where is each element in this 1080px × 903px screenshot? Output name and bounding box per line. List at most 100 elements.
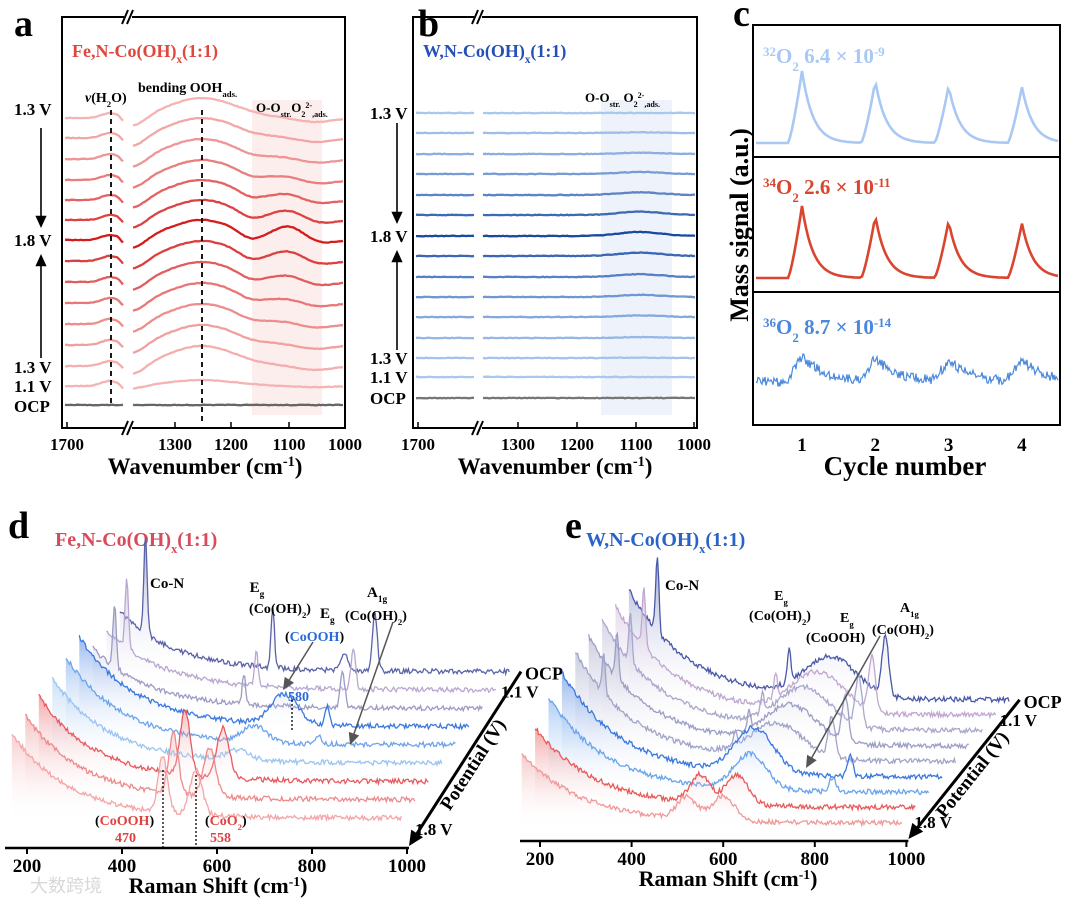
spectrum-trace xyxy=(132,158,344,189)
peak-annotation: 558 xyxy=(210,831,231,846)
raman-spectrum-trace xyxy=(65,658,456,750)
text-part: (1:1) xyxy=(182,41,218,62)
text-part: (1:1) xyxy=(530,41,566,62)
potential-label: 1.8 V xyxy=(14,231,52,250)
spectrum-trace xyxy=(132,260,344,291)
spectrum-trace xyxy=(132,137,344,168)
text-part: 2 xyxy=(301,110,305,119)
peak-annotation: (Co(OH)2) xyxy=(872,623,934,641)
potential-axis-arrow xyxy=(913,698,1021,832)
text-part: 2 xyxy=(238,822,242,832)
spectrum-trace xyxy=(416,234,475,238)
text-part: (H xyxy=(91,91,107,106)
peak-annotation: (Co(OH)2) xyxy=(249,602,311,620)
raman-spectrum-trace xyxy=(119,537,510,677)
potential-label: 1.8 V xyxy=(415,820,453,839)
peak-annotation: 470 xyxy=(115,831,136,846)
text-part: ) xyxy=(645,454,653,479)
spectrum-trace xyxy=(415,275,474,279)
text-part: 2 xyxy=(792,59,799,74)
text-part: ads. xyxy=(222,89,237,99)
text-part: ) xyxy=(929,623,934,638)
text-part: W,N-Co(OH) xyxy=(423,41,525,62)
panel-letter: d xyxy=(8,505,29,547)
potential-label: 1.1 V xyxy=(1000,711,1038,730)
spectrum-trace xyxy=(132,178,344,209)
spectrum-trace xyxy=(132,198,344,229)
peak-annotation: 580 xyxy=(288,690,309,705)
text-part: ,ads. xyxy=(312,110,328,119)
spectrum-trace xyxy=(64,359,124,369)
text-part: A xyxy=(900,601,911,616)
text-part: -1 xyxy=(289,874,301,889)
text-part: ( xyxy=(95,814,100,829)
text-part: (Co(OH) xyxy=(749,609,802,624)
spectrum-trace xyxy=(132,378,344,390)
band-annotation: bending OOHads. xyxy=(138,81,237,99)
spectrum-fill xyxy=(119,537,510,678)
text-part: ( xyxy=(285,630,290,645)
x-tick-label: 400 xyxy=(108,856,137,877)
raman-spectrum-trace xyxy=(106,578,496,694)
x-tick-label: 1 xyxy=(797,435,807,456)
text-part: (Co(OH) xyxy=(345,609,398,624)
x-tick-label: 4 xyxy=(1017,435,1027,456)
text-part: v xyxy=(85,91,92,106)
text-part: bending OOH xyxy=(138,81,223,96)
spectrum-trace xyxy=(415,396,474,400)
peak-annotation: Co-N xyxy=(150,576,184,592)
plot-frame xyxy=(61,16,346,429)
panel-a: a 1700 1300 1200 1100 1000 Wavenumber (cm-1) Fe… xyxy=(14,3,362,479)
spectrum-trace xyxy=(415,295,474,299)
axis-break-mark xyxy=(476,9,484,25)
potential-label: OCP xyxy=(14,397,50,416)
text-part: ) xyxy=(300,873,307,898)
series-label: 32O2 6.4 × 10-9 xyxy=(763,44,885,74)
axis-break-mark xyxy=(121,9,129,25)
spectrum-trace xyxy=(132,323,344,354)
x-tick-label: 1300 xyxy=(158,435,192,454)
sample-title: W,N-Co(OH)x(1:1) xyxy=(423,41,566,66)
band-annotation: O-Ostr. O22-,ads. xyxy=(585,90,660,109)
potential-label: 1.3 V xyxy=(370,104,408,123)
text-part: x xyxy=(176,54,182,66)
text-part: Wavenumber (cm xyxy=(108,454,283,479)
text-part: O) xyxy=(111,91,127,106)
x-tick-label: 600 xyxy=(203,856,232,877)
x-tick-label: 400 xyxy=(617,849,646,870)
spectrum-trace xyxy=(482,230,696,238)
x-tick-label: 1300 xyxy=(501,435,535,454)
band-annotation: O-Ostr.O22-,ads. xyxy=(256,100,328,119)
x-axis-title: Wavenumber (cm-1) xyxy=(108,454,303,479)
spectrum-trace xyxy=(415,131,475,135)
spectrum-trace xyxy=(415,336,474,340)
text-part: ) xyxy=(339,630,344,645)
spectrum-trace xyxy=(65,317,124,328)
text-part: (Co(OH) xyxy=(872,623,925,638)
text-part: ) xyxy=(295,454,303,479)
potential-label: 1.3 V xyxy=(14,100,52,119)
raman-spectrum-trace xyxy=(38,693,429,787)
peak-annotation: A1g xyxy=(367,585,387,605)
spectrum-trace xyxy=(416,375,474,379)
text-part: 2- xyxy=(638,91,645,100)
text-part: 2 xyxy=(792,190,799,205)
mass-signal-series xyxy=(756,205,1059,280)
text-part: 32 xyxy=(763,44,776,59)
panel-letter: e xyxy=(565,505,582,547)
axis-break-mark xyxy=(476,420,484,436)
panel-letter: a xyxy=(14,3,33,45)
potential-axis-arrow xyxy=(413,670,523,838)
x-tick-label: 1000 xyxy=(388,856,426,877)
text-part: -11 xyxy=(874,175,891,190)
watermark: 大数跨境 xyxy=(30,876,102,896)
axis-break-mark xyxy=(121,420,129,436)
text-part: x xyxy=(525,54,531,66)
text-part: Fe,N-Co(OH) xyxy=(55,529,171,551)
raman-spectrum-trace xyxy=(601,612,983,735)
text-part: E xyxy=(774,589,783,604)
plot-frame xyxy=(412,16,698,429)
text-part: ) xyxy=(149,814,154,829)
potential-label: 1.1 V xyxy=(370,368,408,387)
